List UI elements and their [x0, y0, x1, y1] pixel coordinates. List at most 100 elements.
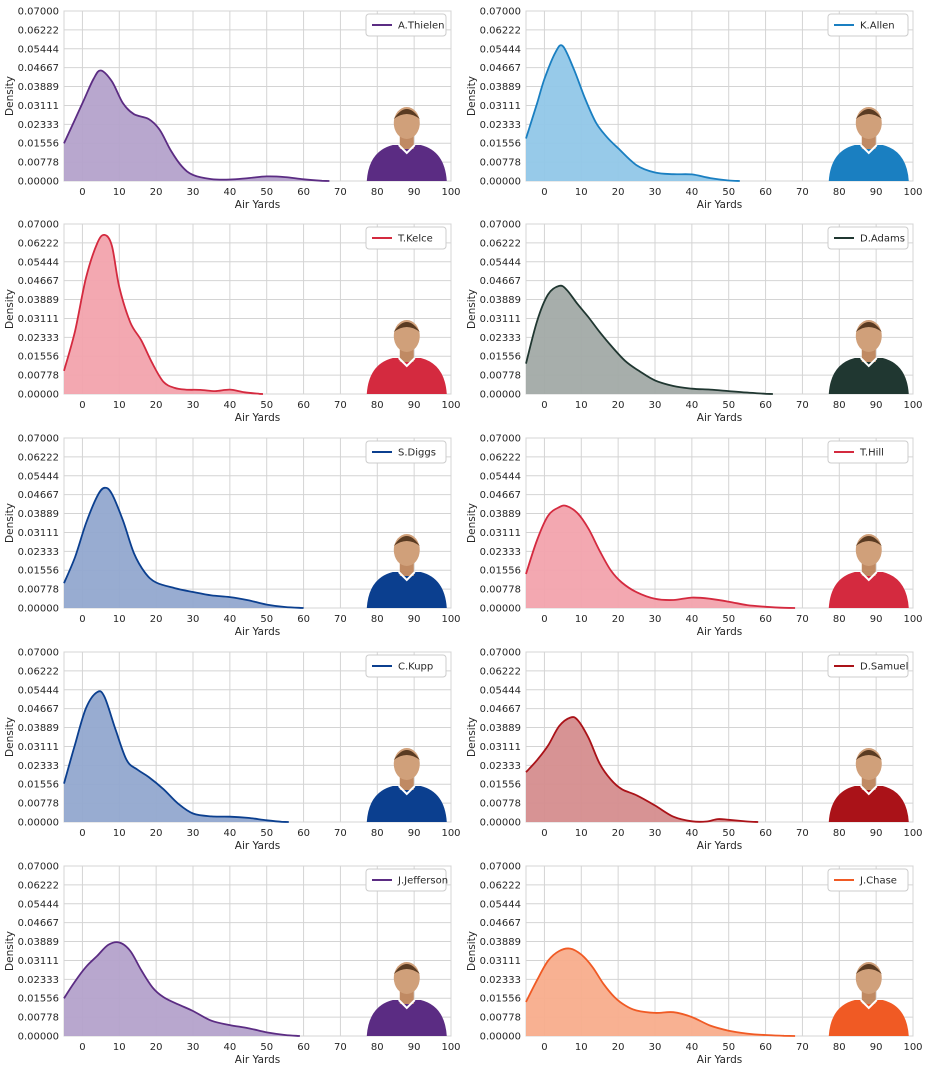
density-area [526, 45, 740, 181]
x-tick-label: 80 [833, 1042, 846, 1053]
x-tick-label: 10 [575, 400, 588, 411]
y-tick-label: 0.05444 [18, 899, 59, 910]
x-tick-label: 70 [334, 828, 347, 839]
x-tick-label: 10 [113, 1042, 126, 1053]
legend-label: J.Jefferson [397, 876, 448, 887]
y-tick-label: 0.03889 [480, 723, 521, 734]
y-tick-label: 0.04667 [480, 918, 521, 929]
density-line [525, 44, 740, 182]
x-tick-label: 0 [79, 1042, 85, 1053]
x-tick-label: 20 [612, 187, 625, 198]
legend: D.Samuel [827, 654, 909, 678]
player-headshot [366, 962, 447, 1036]
player-headshot [366, 748, 447, 822]
player-headshot [828, 534, 909, 608]
y-tick-label: 0.04667 [480, 276, 521, 287]
y-tick-label: 0.03889 [18, 295, 59, 306]
y-tick-label: 0.07000 [480, 220, 521, 231]
legend: T.Hill [827, 440, 909, 464]
x-tick-label: 30 [649, 614, 662, 625]
x-tick-label: 90 [870, 828, 883, 839]
y-tick-label: 0.00000 [480, 1032, 521, 1043]
density-line [525, 716, 759, 823]
x-tick-label: 60 [297, 400, 310, 411]
y-tick-label: 0.05444 [18, 257, 59, 268]
x-tick-label: 80 [833, 614, 846, 625]
x-tick-label: 40 [685, 400, 698, 411]
y-tick-label: 0.05444 [480, 257, 521, 268]
x-tick-label: 20 [150, 614, 163, 625]
x-tick-label: 0 [79, 187, 85, 198]
y-tick-label: 0.04667 [18, 63, 59, 74]
y-tick-label: 0.03111 [18, 956, 59, 967]
y-tick-label: 0.00778 [18, 1013, 59, 1024]
x-tick-label: 100 [903, 187, 922, 198]
x-tick-label: 40 [685, 187, 698, 198]
y-tick-label: 0.05444 [18, 471, 59, 482]
x-tick-label: 20 [612, 828, 625, 839]
y-tick-label: 0.03889 [480, 295, 521, 306]
y-tick-label: 0.04667 [18, 704, 59, 715]
x-tick-label: 0 [541, 614, 547, 625]
y-tick-label: 0.07000 [18, 220, 59, 231]
x-tick-label: 20 [150, 187, 163, 198]
x-tick-label: 60 [759, 614, 772, 625]
x-tick-label: 40 [223, 187, 236, 198]
y-tick-label: 0.05444 [480, 44, 521, 55]
x-tick-label: 100 [441, 614, 460, 625]
chart-panel: 0 10 20 30 40 50 60 70 80 90 100 0.00000 0.00778 0.01… [466, 7, 923, 212]
y-tick-label: 0.00778 [18, 158, 59, 169]
x-tick-label: 70 [796, 1042, 809, 1053]
x-tick-label: 10 [113, 400, 126, 411]
chart-panel: 0 10 20 30 40 50 60 70 80 90 100 0.00000 0.00778 0.01… [466, 220, 923, 425]
x-axis-label: Air Yards [697, 840, 742, 852]
x-tick-label: 20 [150, 1042, 163, 1053]
y-tick-label: 0.01556 [480, 780, 521, 791]
y-tick-label: 0.04667 [480, 704, 521, 715]
x-tick-label: 10 [575, 1042, 588, 1053]
y-tick-label: 0.02333 [18, 975, 59, 986]
y-tick-label: 0.03111 [480, 956, 521, 967]
y-axis-label: Density [4, 289, 16, 329]
x-tick-label: 100 [441, 187, 460, 198]
y-tick-label: 0.00000 [480, 818, 521, 829]
legend-label: D.Samuel [860, 662, 908, 673]
y-tick-label: 0.06222 [480, 238, 521, 249]
y-axis-label: Density [466, 931, 478, 971]
y-tick-label: 0.02333 [480, 333, 521, 344]
x-axis-label: Air Yards [235, 626, 280, 638]
x-tick-label: 90 [870, 400, 883, 411]
x-axis-label: Air Yards [235, 840, 280, 852]
x-tick-label: 80 [833, 187, 846, 198]
y-tick-label: 0.00778 [18, 585, 59, 596]
y-axis-label: Density [4, 931, 16, 971]
player-headshot [828, 962, 909, 1036]
x-tick-label: 30 [187, 614, 200, 625]
density-area [64, 691, 289, 822]
y-tick-label: 0.01556 [480, 352, 521, 363]
y-tick-label: 0.03111 [18, 742, 59, 753]
legend: A.Thielen [365, 13, 447, 37]
x-tick-label: 30 [187, 828, 200, 839]
legend: J.Jefferson [365, 868, 448, 892]
y-tick-label: 0.03889 [18, 82, 59, 93]
x-tick-label: 20 [612, 614, 625, 625]
y-tick-label: 0.00778 [18, 371, 59, 382]
y-tick-label: 0.07000 [18, 7, 59, 18]
x-tick-label: 90 [870, 187, 883, 198]
density-area [64, 234, 263, 394]
chart-panel: 0 10 20 30 40 50 60 70 80 90 100 0.00000 0.00778 0.01… [466, 648, 923, 853]
density-line [63, 69, 330, 182]
x-tick-label: 20 [612, 1042, 625, 1053]
y-tick-label: 0.07000 [18, 434, 59, 445]
density-line [525, 947, 796, 1037]
y-tick-label: 0.02333 [18, 333, 59, 344]
x-tick-label: 70 [334, 614, 347, 625]
x-tick-label: 0 [541, 828, 547, 839]
y-tick-label: 0.00778 [480, 158, 521, 169]
y-tick-label: 0.00000 [480, 390, 521, 401]
density-line [63, 690, 289, 823]
x-axis-label: Air Yards [697, 1054, 742, 1066]
y-tick-label: 0.03111 [480, 314, 521, 325]
x-tick-label: 100 [441, 1042, 460, 1053]
